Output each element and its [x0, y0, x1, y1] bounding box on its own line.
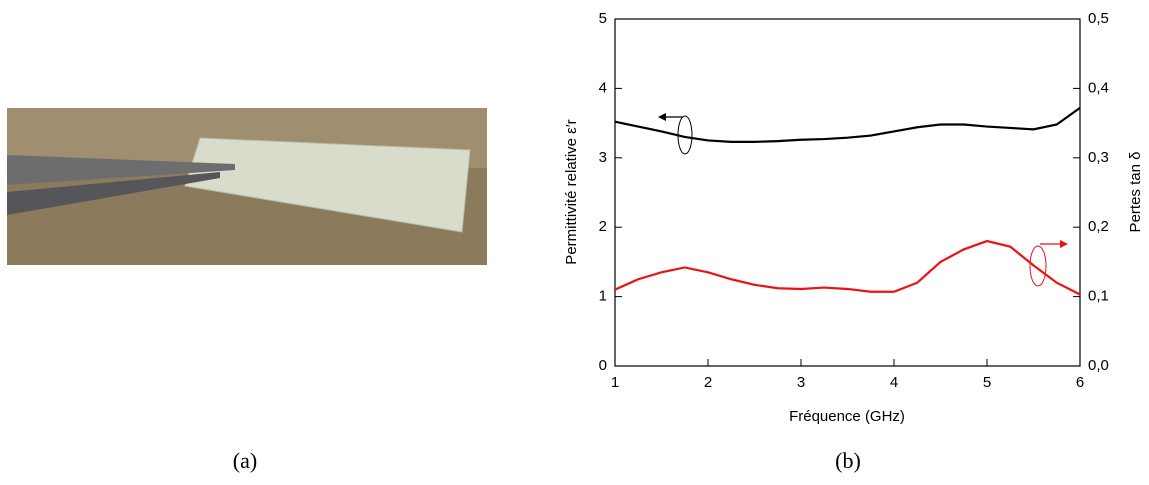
tweezer-bottom — [7, 172, 220, 215]
y-tick-label: 2 — [599, 218, 607, 235]
y2-tick-label: 0,1 — [1088, 288, 1109, 305]
x-tick-label: 1 — [611, 374, 619, 391]
y-tick-label: 0 — [599, 357, 607, 374]
line-series — [614, 239, 1081, 296]
y2-tick-label: 0,4 — [1088, 79, 1109, 96]
line-series — [614, 106, 1081, 143]
y-tick-label: 4 — [599, 79, 607, 96]
x-tick-label: 5 — [983, 374, 991, 391]
photo — [7, 108, 487, 265]
arrow-head — [658, 113, 666, 121]
y-tick-label: 3 — [599, 149, 607, 166]
y-axis-label: Permittivité relative ε′r — [563, 119, 580, 264]
plot-frame — [614, 18, 1081, 367]
arrow-head — [1060, 240, 1068, 248]
y2-axis-label: Pertes tan δ — [1127, 152, 1144, 233]
x-tick-label: 2 — [704, 374, 712, 391]
tweezer-top — [7, 155, 235, 185]
annotation-arrows — [658, 113, 1068, 287]
caption: (a) — [233, 448, 257, 473]
y2-tick-label: 0,0 — [1088, 357, 1109, 374]
y2-tick-label: 0,2 — [1088, 218, 1109, 235]
y-tick-label: 5 — [599, 10, 607, 27]
x-tick-label: 4 — [890, 374, 898, 391]
x-tick-label: 6 — [1076, 374, 1084, 391]
caption: (b) — [835, 448, 861, 473]
y-tick-label: 1 — [599, 288, 607, 305]
y2-tick-label: 0,5 — [1088, 10, 1109, 27]
x-axis-label: Fréquence (GHz) — [789, 408, 905, 425]
ellipse — [1029, 245, 1047, 287]
x-tick-label: 3 — [797, 374, 805, 391]
y2-tick-label: 0,3 — [1088, 149, 1109, 166]
